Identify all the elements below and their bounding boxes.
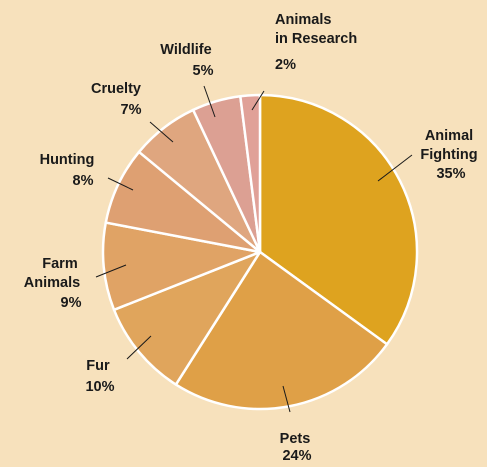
slice-labels: Animal Fighting 35% Pets 24% Fur 10% Far… xyxy=(24,12,481,464)
leader-line-animal-fighting xyxy=(377,154,413,182)
slice-label-hunting: Hunting 8% xyxy=(40,152,99,189)
pie-slice-fur xyxy=(112,250,262,386)
slice-label-animal-fighting-line-2: Fighting xyxy=(420,147,477,163)
leader-line-animals-in-research xyxy=(251,90,265,111)
slice-label-wildlife-line-2: 5% xyxy=(193,63,214,79)
slice-label-animals-in-research-line-2: in Research xyxy=(275,31,357,47)
slice-label-hunting-line-1: Hunting xyxy=(40,152,95,168)
leader-line-cruelty xyxy=(149,121,174,143)
pie-slice-animals-in-research xyxy=(239,93,262,254)
pie-slice-farm-animals xyxy=(101,221,262,312)
leader-line-pets xyxy=(282,385,291,413)
leader-line-fur xyxy=(126,335,152,360)
slice-label-animal-fighting-line-3: 35% xyxy=(436,166,465,182)
slice-label-fur: Fur 10% xyxy=(85,358,114,395)
leader-line-hunting xyxy=(107,177,134,191)
slice-label-wildlife-line-1: Wildlife xyxy=(160,42,211,58)
pie-slice-pets xyxy=(174,250,389,411)
slice-label-cruelty: Cruelty 7% xyxy=(91,81,145,118)
leader-line-wildlife xyxy=(203,85,216,118)
slice-label-animal-fighting-line-1: Animal xyxy=(425,128,473,144)
slice-label-farm-animals-line-2: Animals xyxy=(24,275,80,291)
pie-slices xyxy=(101,93,419,411)
slice-label-farm-animals-line-3: 9% xyxy=(61,295,82,311)
slice-label-cruelty-line-1: Cruelty xyxy=(91,81,141,97)
slice-label-hunting-line-2: 8% xyxy=(73,173,94,189)
slice-label-animal-fighting: Animal Fighting 35% xyxy=(420,128,481,182)
slice-label-animals-in-research-line-3: 2% xyxy=(275,57,296,73)
slice-label-fur-line-2: 10% xyxy=(85,379,114,395)
slice-label-wildlife: Wildlife 5% xyxy=(160,42,215,79)
slice-label-cruelty-line-2: 7% xyxy=(121,102,142,118)
slice-label-farm-animals-line-1: Farm xyxy=(42,256,77,272)
slice-label-pets: Pets 24% xyxy=(280,431,315,464)
leader-line-farm-animals xyxy=(95,264,127,278)
pie-slice-animal-fighting xyxy=(258,93,419,346)
slice-label-fur-line-1: Fur xyxy=(86,358,110,374)
slice-label-farm-animals: Farm Animals 9% xyxy=(24,256,84,311)
slice-label-animals-in-research-line-1: Animals xyxy=(275,12,331,28)
leader-lines xyxy=(95,85,413,413)
slice-label-pets-line-1: Pets xyxy=(280,431,311,447)
slice-label-pets-line-2: 24% xyxy=(282,448,311,464)
slice-label-animals-in-research: Animals in Research 2% xyxy=(275,12,361,73)
